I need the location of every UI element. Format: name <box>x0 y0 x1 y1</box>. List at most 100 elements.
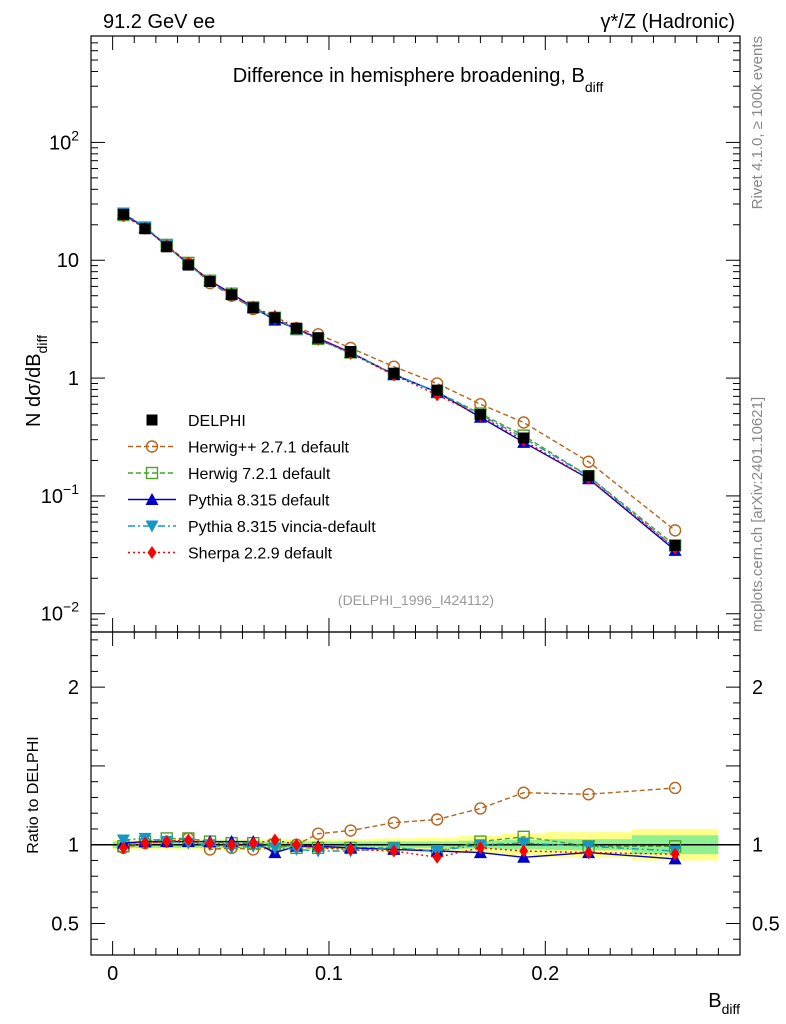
y-tick-base: 10 <box>41 604 63 626</box>
y-tick-base: 10 <box>41 486 63 508</box>
ratio-tick-label-left: 2 <box>68 677 79 699</box>
x-axis-label: Bdiff <box>708 990 740 1017</box>
ratio-point <box>432 850 442 864</box>
ratio-point <box>519 844 529 858</box>
ratio-point <box>474 802 487 815</box>
y-axis-label-main: N dσ/dB <box>23 353 45 427</box>
x-axis-label-main: B <box>708 990 721 1012</box>
y-tick-label: 10 <box>57 250 79 272</box>
ratio-point <box>311 827 325 840</box>
ratio-point <box>344 824 357 837</box>
ratio-point <box>313 841 323 855</box>
data-point <box>291 322 303 334</box>
y-tick-exponent: 2 <box>71 127 79 143</box>
legend-label: Pythia 8.315 default <box>188 493 330 510</box>
ratio-axis-label: Ratio to DELPHI <box>25 736 42 853</box>
data-point <box>388 367 400 379</box>
ratio-point <box>227 838 237 852</box>
chart-title-main: Difference in hemisphere broadening, B <box>233 65 585 87</box>
ratio-point <box>668 781 682 795</box>
data-point <box>517 416 530 429</box>
data-point <box>117 208 129 220</box>
data-point <box>583 470 595 482</box>
ratio-point <box>517 786 530 799</box>
data-point <box>312 332 324 344</box>
ratio-point <box>387 816 401 829</box>
y-tick-exponent: −2 <box>63 599 79 615</box>
data-point <box>345 346 357 358</box>
ratio-point <box>582 788 595 801</box>
legend-label: Herwig 7.2.1 default <box>188 466 331 483</box>
ratio-point <box>292 838 302 852</box>
ratio-point <box>268 842 282 855</box>
data-point <box>226 289 238 301</box>
y-tick-label: 102 <box>49 127 79 154</box>
data-point <box>518 432 530 444</box>
series-line <box>123 214 676 549</box>
side-label-top: Rivet 4.1.0, ≥ 100k events <box>749 36 766 209</box>
legend-label: DELPHI <box>188 413 246 430</box>
legend-marker <box>145 440 159 453</box>
ratio-point <box>270 833 280 847</box>
side-label-bottom: mcplots.cern.ch [arXiv:2401.10621] <box>749 397 766 632</box>
ratio-point <box>430 813 444 826</box>
ratio-point <box>475 841 485 855</box>
ratio-point <box>248 836 258 850</box>
y-axis-label: N dσ/dBdiff <box>23 335 50 427</box>
data-point <box>474 409 486 421</box>
data-point <box>668 524 682 537</box>
y-tick-label: 10−1 <box>41 481 79 508</box>
y-axis-label-sub: diff <box>34 335 50 354</box>
data-point <box>269 312 281 324</box>
data-point <box>204 276 216 288</box>
data-point <box>582 455 595 468</box>
chart-title: Difference in hemisphere broadening, Bdi… <box>233 65 604 95</box>
chart-title-sub: diff <box>585 79 604 95</box>
y-tick-base: 10 <box>49 132 71 154</box>
ratio-point <box>116 834 130 847</box>
ratio-point <box>205 836 215 850</box>
y-tick-label: 10−2 <box>41 599 79 626</box>
x-tick-label: 0.1 <box>315 963 343 985</box>
legend-label: Pythia 8.315 vincia-default <box>188 519 376 536</box>
x-tick-label: 0 <box>107 963 118 985</box>
main-frame <box>90 35 741 633</box>
header-left: 91.2 GeV ee <box>103 11 215 33</box>
analysis-id: (DELPHI_1996_I424112) <box>338 592 494 608</box>
legend-marker <box>145 493 159 505</box>
ratio-point <box>162 835 172 849</box>
data-point <box>431 384 443 396</box>
data-point <box>247 302 259 314</box>
ratio-point <box>183 833 193 847</box>
x-axis-label-sub: diff <box>722 1001 741 1017</box>
ratio-tick-label-right: 0.5 <box>752 913 780 935</box>
ratio-tick-label-right: 1 <box>752 835 763 857</box>
legend-marker <box>146 414 158 426</box>
ratio-point <box>346 842 356 856</box>
ratio-point <box>389 844 399 858</box>
ratio-point <box>584 846 594 860</box>
x-tick-label: 0.2 <box>531 963 559 985</box>
legend-label: Herwig++ 2.7.1 default <box>188 440 350 457</box>
legend-marker <box>147 546 157 559</box>
legend-label: Sherpa 2.2.9 default <box>188 546 333 563</box>
data-point <box>669 539 681 551</box>
y-tick-label: 1 <box>68 368 79 390</box>
data-point <box>182 259 194 271</box>
main-plot: Difference in hemisphere broadening, Bdi… <box>233 65 604 608</box>
ratio-frame <box>90 631 741 956</box>
legend-marker <box>145 520 159 533</box>
ratio-point <box>517 837 531 850</box>
ratio-point <box>118 841 128 855</box>
ratio-tick-label-left: 1 <box>68 835 79 857</box>
ratio-tick-label-left: 0.5 <box>51 913 79 935</box>
ratio-tick-label-right: 2 <box>752 677 763 699</box>
header-right: γ*/Z (Hadronic) <box>601 11 735 33</box>
legend-marker <box>145 466 159 480</box>
ratio-point <box>670 847 680 861</box>
data-point <box>139 223 151 235</box>
ratio-series-line <box>123 836 676 852</box>
data-point <box>161 241 173 253</box>
